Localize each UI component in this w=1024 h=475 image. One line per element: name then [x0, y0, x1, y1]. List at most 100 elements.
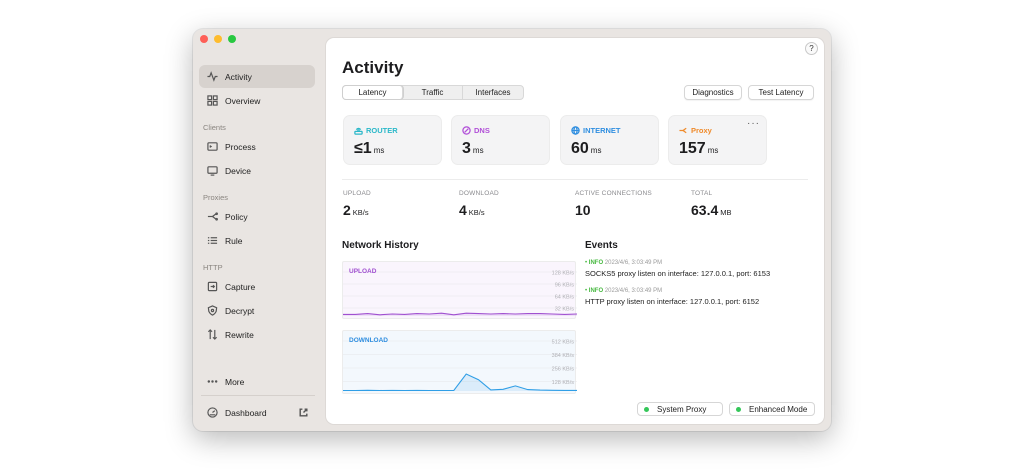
stat-value: 4	[459, 202, 467, 218]
branch-icon	[207, 212, 218, 221]
network-history-title: Network History	[342, 240, 419, 251]
stat-label: TOTAL	[691, 190, 713, 197]
tab-interfaces[interactable]: Interfaces	[475, 88, 511, 97]
sidebar-item-label: Device	[225, 165, 251, 176]
event-time: 2023/4/6, 3:03:49 PM	[604, 260, 663, 266]
window-controls	[200, 35, 236, 43]
gauge-icon	[207, 407, 218, 418]
sidebar-item-label: Rule	[225, 235, 243, 246]
stat-upload: UPLOAD 2 KB/s	[343, 190, 371, 218]
sidebar-item-overview[interactable]: Overview	[199, 89, 315, 112]
download-chart: 512 KB/s 384 KB/s 256 KB/s 128 KB/s DOWNLOA…	[342, 330, 577, 394]
stat-value: 2	[343, 202, 351, 218]
tab-latency[interactable]: Latency	[343, 86, 403, 99]
sidebar-item-label: Activity	[225, 71, 252, 82]
upload-chart-svg: 128 KB/s 96 KB/s 64 KB/s 32 KB/s	[343, 271, 577, 316]
router-icon	[354, 127, 363, 135]
sidebar-item-activity[interactable]: Activity	[199, 65, 315, 88]
download-tick-label: 512 KB/s	[552, 340, 575, 346]
stat-value: 10	[575, 202, 591, 218]
grid-icon	[207, 95, 218, 106]
event-time: 2023/4/6, 3:03:49 PM	[604, 288, 663, 294]
tab-traffic[interactable]: Traffic	[403, 86, 463, 99]
sidebar-divider	[201, 395, 315, 396]
sidebar-item-label: More	[225, 376, 245, 387]
sidebar-item-process[interactable]: Process	[199, 135, 315, 158]
sidebar-item-policy[interactable]: Policy	[199, 205, 315, 228]
list-icon	[207, 237, 218, 244]
shield-icon	[207, 305, 218, 316]
event-message: SOCKS5 proxy listen on interface: 127.0.…	[585, 269, 771, 278]
upload-chart-label: UPLOAD	[349, 268, 377, 275]
sidebar-item-rule[interactable]: Rule	[199, 229, 315, 252]
activity-icon	[207, 71, 218, 82]
sidebar: Activity Overview Clients Process Device…	[193, 29, 323, 431]
test-latency-button[interactable]: Test Latency	[748, 85, 814, 100]
download-tick-label: 128 KB/s	[552, 380, 575, 386]
stat-download: DOWNLOAD 4 KB/s	[459, 190, 499, 218]
upload-tick-label: 96 KB/s	[555, 283, 575, 289]
dns-latency-unit: ms	[472, 146, 484, 155]
event-level: INFO	[588, 260, 604, 266]
terminal-icon	[207, 142, 218, 151]
help-button[interactable]: ?	[805, 42, 818, 55]
upload-tick-label: 32 KB/s	[555, 307, 575, 313]
download-line	[343, 373, 577, 392]
sidebar-item-label: Process	[225, 141, 256, 152]
sidebar-item-device[interactable]: Device	[199, 159, 315, 182]
card-label-router: ROUTER	[366, 126, 398, 135]
sidebar-item-rewrite[interactable]: Rewrite	[199, 323, 315, 346]
sidebar-item-decrypt[interactable]: Decrypt	[199, 299, 315, 322]
sidebar-item-capture[interactable]: Capture	[199, 275, 315, 298]
section-clients: Clients	[203, 123, 226, 132]
enhanced-mode-toggle[interactable]: Enhanced Mode	[729, 402, 815, 416]
system-proxy-label: System Proxy	[657, 404, 707, 414]
enhanced-mode-label: Enhanced Mode	[749, 404, 808, 414]
event-item: • INFO 2023/4/6, 3:03:49 PM HTTP proxy l…	[585, 288, 760, 306]
app-window: Activity Overview Clients Process Device…	[193, 29, 831, 431]
upload-tick-label: 64 KB/s	[555, 295, 575, 301]
sidebar-item-label: Policy	[225, 211, 248, 222]
sidebar-item-label: Overview	[225, 95, 261, 106]
divider	[342, 179, 808, 180]
upload-chart: 128 KB/s 96 KB/s 64 KB/s 32 KB/s UPLOAD	[342, 261, 577, 319]
latency-card-proxy: Proxy ··· 157 ms	[668, 115, 767, 165]
external-link-icon[interactable]	[298, 407, 309, 418]
stat-unit: MB	[720, 208, 732, 217]
download-chart-svg: 512 KB/s 384 KB/s 256 KB/s 128 KB/s	[343, 340, 577, 392]
dns-latency-value: 3	[462, 140, 471, 157]
sidebar-item-dashboard[interactable]: Dashboard	[199, 401, 315, 424]
capture-icon	[207, 281, 218, 292]
upload-line	[343, 312, 577, 316]
latency-card-dns: DNS 3 ms	[451, 115, 550, 165]
event-message: HTTP proxy listen on interface: 127.0.0.…	[585, 297, 760, 306]
sidebar-item-label: Capture	[225, 281, 256, 292]
card-label-proxy: Proxy	[691, 126, 712, 135]
diagnostics-button[interactable]: Diagnostics	[684, 85, 742, 100]
section-proxies: Proxies	[203, 193, 229, 202]
sidebar-item-label: Decrypt	[225, 305, 255, 316]
download-chart-label: DOWNLOAD	[349, 337, 388, 344]
close-window-button[interactable]	[200, 35, 208, 43]
ellipsis-icon	[207, 380, 218, 383]
zoom-window-button[interactable]	[228, 35, 236, 43]
stat-unit: KB/s	[468, 208, 485, 217]
system-proxy-toggle[interactable]: System Proxy	[637, 402, 723, 416]
sidebar-item-more[interactable]: More	[199, 370, 315, 393]
status-dot	[644, 406, 649, 412]
branch-icon	[679, 127, 687, 134]
events-title: Events	[585, 240, 618, 251]
latency-card-router: ROUTER ≤1 ms	[343, 115, 442, 165]
minimize-window-button[interactable]	[214, 35, 222, 43]
rewrite-icon	[207, 329, 218, 340]
card-label-internet: INTERNET	[583, 126, 621, 135]
globe-icon	[571, 126, 580, 135]
stat-active-connections: ACTIVE CONNECTIONS 10	[575, 190, 652, 218]
event-item: • INFO 2023/4/6, 3:03:49 PM SOCKS5 proxy…	[585, 260, 771, 278]
internet-latency-value: 60	[571, 140, 589, 157]
router-latency-value: ≤1	[354, 140, 372, 157]
proxy-more-button[interactable]: ···	[747, 118, 760, 129]
monitor-icon	[207, 166, 218, 176]
upload-tick-label: 128 KB/s	[552, 271, 575, 277]
section-http: HTTP	[203, 263, 223, 272]
